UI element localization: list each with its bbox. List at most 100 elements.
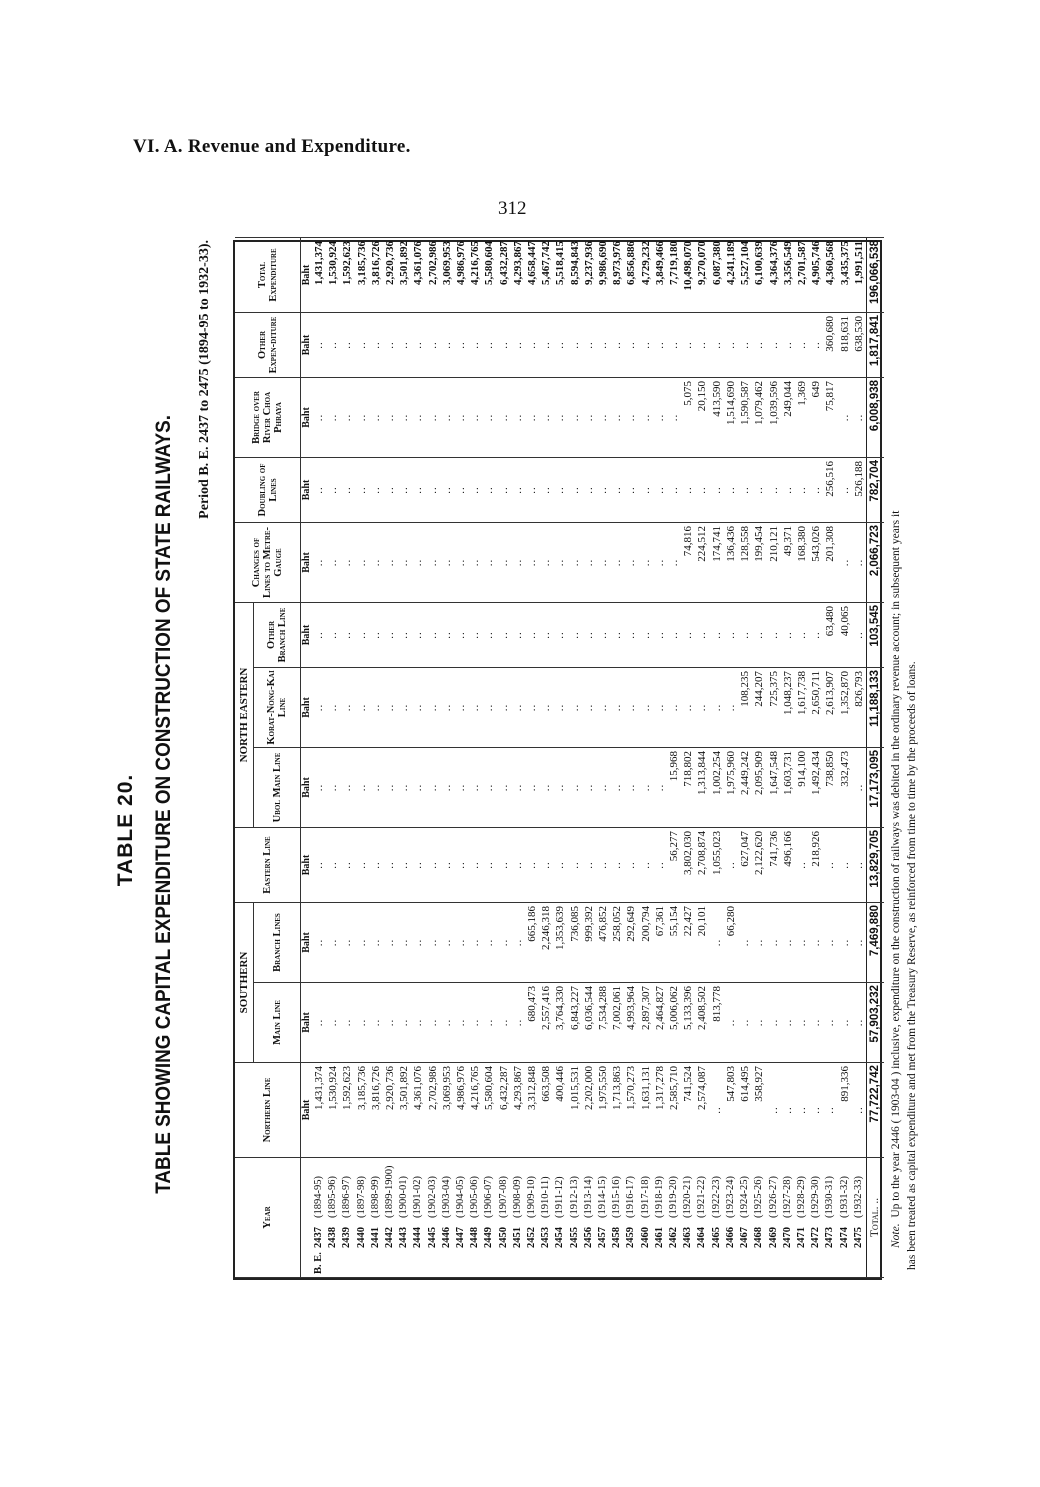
cell-northern: 3,816,726: [368, 1062, 384, 1158]
cell-bridge: ..: [567, 377, 582, 458]
cell-doubling: ..: [454, 457, 469, 523]
cell-korat: ..: [581, 667, 597, 748]
cell-korat: ..: [553, 667, 568, 748]
cell-doubling: 256,516: [823, 457, 838, 523]
cell-changes: 136,436: [723, 522, 739, 603]
cell-eastern: 2,122,620: [752, 827, 767, 903]
cell-other-expenditure: ..: [326, 312, 341, 378]
cell-northern: 2,574,087: [695, 1062, 710, 1158]
cell-southern-branch: 476,852: [596, 902, 611, 983]
cell-other-branch: ..: [752, 602, 767, 668]
year-ad: (1913-14): [582, 1176, 594, 1218]
cell-northern: 547,803: [723, 1062, 739, 1158]
cell-southern-branch: 20,101: [695, 902, 710, 983]
cell-southern-main: ..: [496, 982, 511, 1063]
cell-other-expenditure: ..: [723, 312, 739, 378]
table-row: 2460 (1917-18) 1,631,131 2,897,307 200,794..…: [638, 237, 653, 1278]
cell-southern-main: 2,464,827: [652, 982, 668, 1063]
year-be: 2442: [384, 1227, 396, 1248]
cell-other-branch: ..: [425, 602, 440, 668]
cell-northern: 5,580,604: [482, 1062, 497, 1158]
cell-southern-main: ..: [482, 982, 497, 1063]
cell-northern: 2,702,986: [425, 1062, 440, 1158]
cell-changes: ..: [482, 522, 497, 603]
cell-other-expenditure: ..: [439, 312, 455, 378]
cell-other-branch: ..: [596, 602, 611, 668]
cell-changes: ..: [368, 522, 384, 603]
cell-other-branch: ..: [539, 602, 554, 668]
cell-changes: ..: [454, 522, 469, 603]
cell-doubling: ..: [510, 457, 526, 523]
header-southern-branch-lines: Branch Lines: [253, 902, 301, 983]
cell-northern: 4,361,076: [411, 1062, 426, 1158]
cell-northern: 614,495: [738, 1062, 753, 1158]
rotated-table-page: TABLE 20. TABLE SHOWING CAPITAL EXPENDIT…: [100, 230, 930, 1290]
cell-other-branch: ..: [610, 602, 625, 668]
cell-other-branch: ..: [525, 602, 540, 668]
cell-ubol: 1,002,254: [709, 747, 724, 828]
cell-doubling: ..: [368, 457, 384, 523]
cell-other-expenditure: ..: [539, 312, 554, 378]
cell-other-expenditure: ..: [738, 312, 753, 378]
year-be: 2449: [483, 1227, 495, 1248]
cell-other-branch: ..: [340, 602, 355, 668]
year-cell: 2469 (1926-27): [766, 1157, 781, 1278]
cell-southern-branch: ..: [837, 902, 852, 983]
header-other-expenditure: Other Expen-diture: [235, 312, 301, 378]
table-row: 2442 (1899-1900) 2,920,736................…: [383, 237, 398, 1278]
cell-northern: 1,975,550: [596, 1062, 611, 1158]
cell-eastern: ..: [581, 827, 597, 903]
cell-ubol: ..: [851, 747, 867, 828]
cell-korat: 2,650,711: [809, 667, 824, 748]
total-southern-main: 57,903,232: [866, 982, 884, 1063]
cell-korat: ..: [425, 667, 440, 748]
cell-doubling: ..: [468, 457, 483, 523]
cell-southern-main: ..: [425, 982, 440, 1063]
cell-changes: ..: [383, 522, 398, 603]
cell-other-branch: ..: [510, 602, 526, 668]
unit-southern-branch: Baht: [300, 902, 312, 983]
cell-eastern: ..: [596, 827, 611, 903]
cell-korat: ..: [723, 667, 739, 748]
year-be: 2440: [355, 1227, 367, 1248]
year-be: 2456: [582, 1227, 594, 1248]
table-row: 2465(1922-23).. 813,778.. 1,055,023 1,002,2…: [709, 237, 724, 1278]
header-southern-group: SOUTHERN: [235, 902, 254, 1063]
year-ad: (1910-11): [540, 1176, 552, 1218]
cell-eastern: ..: [525, 827, 540, 903]
cell-southern-main: ..: [809, 982, 824, 1063]
cell-bridge: 20,150: [695, 377, 710, 458]
cell-korat: ..: [510, 667, 526, 748]
cell-changes: 201,308: [823, 522, 838, 603]
cell-eastern: ..: [383, 827, 398, 903]
header-year: Year: [235, 1157, 301, 1278]
cell-southern-branch: 736,085: [567, 902, 582, 983]
cell-northern: 3,069,953: [439, 1062, 455, 1158]
year-be: 2450: [497, 1227, 509, 1248]
cell-northern: 1,631,131: [638, 1062, 653, 1158]
total-other-branch: 103,545: [866, 602, 884, 668]
table-row: 2447 (1904-05) 4,986,976..................…: [454, 237, 469, 1278]
cell-doubling: ..: [482, 457, 497, 523]
year-be: 2467: [739, 1227, 751, 1248]
cell-ubol: ..: [454, 747, 469, 828]
year-cell: 2441 (1898-99): [368, 1157, 384, 1278]
year-ad: (1911-12): [554, 1176, 566, 1218]
year-be: 2462: [668, 1227, 680, 1248]
cell-southern-main: ..: [340, 982, 355, 1063]
cell-total: 10,498,070: [681, 237, 696, 313]
table-row: 2456 (1913-14) 2,202,000 6,036,544 999,392..…: [581, 237, 597, 1278]
cell-other-branch: ..: [312, 602, 327, 668]
cell-eastern: ..: [553, 827, 568, 903]
section-heading: VI. A. Revenue and Expenditure.: [133, 136, 411, 157]
cell-eastern: ..: [567, 827, 582, 903]
cell-ubol: ..: [638, 747, 653, 828]
cell-ubol: ..: [468, 747, 483, 828]
cell-bridge: 1,369: [794, 377, 810, 458]
cell-southern-main: ..: [454, 982, 469, 1063]
cell-changes: ..: [340, 522, 355, 603]
cell-doubling: ..: [652, 457, 668, 523]
year-ad: (1923-24): [724, 1176, 736, 1218]
cell-korat: ..: [368, 667, 384, 748]
cell-southern-main: 6,036,544: [581, 982, 597, 1063]
